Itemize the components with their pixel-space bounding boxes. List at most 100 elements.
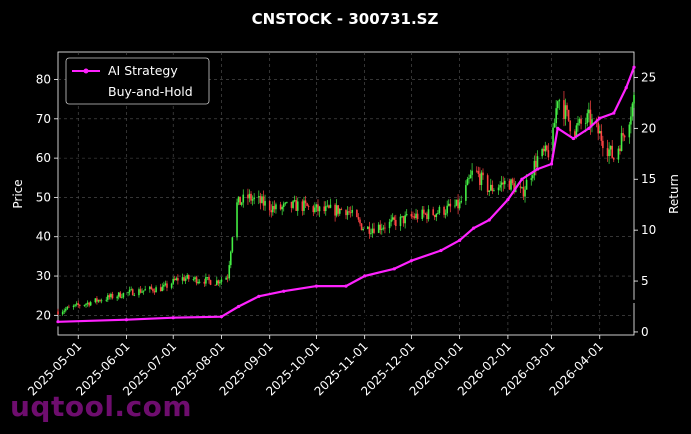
candle-body [609,145,612,150]
candle-body [521,187,523,188]
candle-body [348,211,350,213]
candle-body [153,291,156,293]
candle-body [600,131,603,141]
candle-body [449,203,452,207]
candle-body [547,150,550,158]
candle-body [552,127,554,158]
candle-body [455,199,458,206]
candle-body [175,278,178,280]
candle-body [379,224,382,230]
legend-label-bh: Buy-and-Hold [108,84,193,99]
candle-body [623,135,626,138]
candle-body [569,120,571,132]
series-point-buy-and-hold [241,314,245,318]
series-point-buy-and-hold [171,321,175,325]
series-point-buy-and-hold [632,299,636,304]
candle-body [566,105,568,110]
candle-body [535,160,537,168]
candle-body [133,295,136,296]
candle-body [161,286,164,292]
candle-body [108,295,111,298]
candle-body [458,202,461,209]
series-point-ai-strategy [632,65,636,69]
candle-body [328,205,330,208]
candle-body [261,196,263,203]
candle-body [208,277,210,281]
candle-body [611,145,614,158]
candle-body [334,204,336,216]
candle-body [184,278,187,281]
candle-body [282,203,285,208]
candle-body [438,206,441,213]
candle-body [127,292,129,294]
candle-body [68,306,70,308]
candle-body [491,184,494,192]
grid [58,52,634,335]
candle-body [497,187,500,191]
candle-body [500,182,503,185]
y-tick-label-left: 60 [36,151,51,165]
candle-body [195,277,198,284]
candle-body [370,233,372,234]
legend-label-ai: AI Strategy [108,63,178,78]
candle-body [359,219,361,224]
candle-body [457,199,459,209]
series-point-buy-and-hold [612,309,616,314]
candle-body [532,175,534,179]
candle-body [286,201,288,203]
candle-body [410,214,413,217]
series-point-buy-and-hold [268,312,272,316]
candle-body [447,203,450,206]
series-point-buy-and-hold [409,314,413,318]
candle-body [416,213,419,220]
candle-body [466,179,469,186]
candle-body [388,221,391,229]
candle-body [349,212,352,214]
chart-title: CNSTOCK - 300731.SZ [252,10,439,28]
candle-body [206,277,209,278]
candle-body [272,206,274,213]
candle-body [198,281,201,283]
y-axis-left-title: Price [11,179,25,208]
candle-body [139,289,142,293]
series-point-ai-strategy [439,248,443,253]
candle-body [489,184,492,191]
candle-body [563,100,565,119]
candle-body [511,179,514,184]
candle-body [215,280,218,286]
series-lines [56,65,636,327]
candle-body [619,148,621,151]
candle-body [78,305,81,306]
candle-body [77,303,80,306]
candle-body [75,303,78,305]
candle-body [401,216,403,217]
candle-body [205,277,207,284]
y-tick-label-right: 25 [641,70,656,84]
candle-body [628,124,631,138]
series-point-ai-strategy [171,316,175,320]
series-point-buy-and-hold [458,309,462,314]
candle-body [155,287,157,293]
candle-body [236,202,238,238]
candle-body [268,201,271,211]
series-point-buy-and-hold [549,303,554,308]
candle-body [558,100,561,102]
candle-body [546,145,548,151]
candle-body [284,202,287,204]
candle-body [152,288,154,292]
candle-body [612,157,615,160]
candle-body [617,148,620,160]
candle-body [437,212,439,214]
candle-body [513,183,515,193]
series-point-buy-and-hold [219,320,224,324]
candle-body [393,217,396,220]
candle-body [399,216,402,227]
series-point-ai-strategy [363,274,367,278]
candle-body [111,293,114,299]
candle-body [602,140,604,149]
candle-body [630,116,632,125]
candle-body [122,293,125,298]
candle-body [304,200,307,204]
series-point-ai-strategy [458,238,462,242]
series-point-buy-and-hold [598,305,602,310]
